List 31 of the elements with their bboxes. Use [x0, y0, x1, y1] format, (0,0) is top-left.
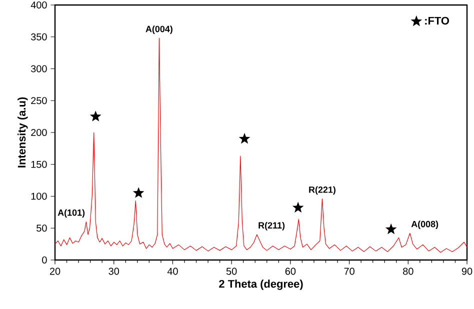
x-tick-label: 50 — [226, 268, 237, 275]
annotation: A(008) — [411, 220, 438, 230]
point — [238, 132, 250, 144]
y-tick-label: 200 — [31, 128, 47, 136]
y-tick-label: 100 — [31, 192, 47, 200]
y-axis-title: Intensity (a.u) — [18, 97, 28, 168]
y-tick-label: 50 — [36, 224, 47, 232]
x-tick-label: 70 — [344, 268, 354, 275]
x-tick-label: 40 — [167, 268, 178, 275]
legend-label: :FTO — [425, 16, 450, 25]
y-tick-label: 250 — [31, 97, 47, 104]
x-tick-label: 30 — [108, 268, 120, 275]
line-series — [55, 38, 468, 253]
x-tick-label: 20 — [50, 268, 60, 275]
annotation: R(211) — [258, 222, 285, 230]
y-tick-label: 0 — [42, 256, 47, 264]
x-tick-label: 90 — [462, 268, 472, 275]
annotation: R(221) — [309, 186, 336, 195]
y-tick-label: 400 — [30, 1, 47, 9]
y-tick-label: 300 — [30, 65, 47, 72]
point — [292, 202, 304, 213]
annotation: A(004) — [146, 26, 172, 34]
point — [132, 187, 144, 198]
x-tick-label: 80 — [403, 268, 414, 275]
y-tick-label: 350 — [30, 33, 47, 40]
y-tick-label: 150 — [31, 160, 47, 168]
point — [90, 110, 102, 122]
point — [385, 223, 397, 234]
x-tick-label: 60 — [285, 268, 296, 275]
x-axis-title: 2 Theta (degree) — [219, 280, 303, 290]
annotation: A(101) — [58, 209, 85, 218]
